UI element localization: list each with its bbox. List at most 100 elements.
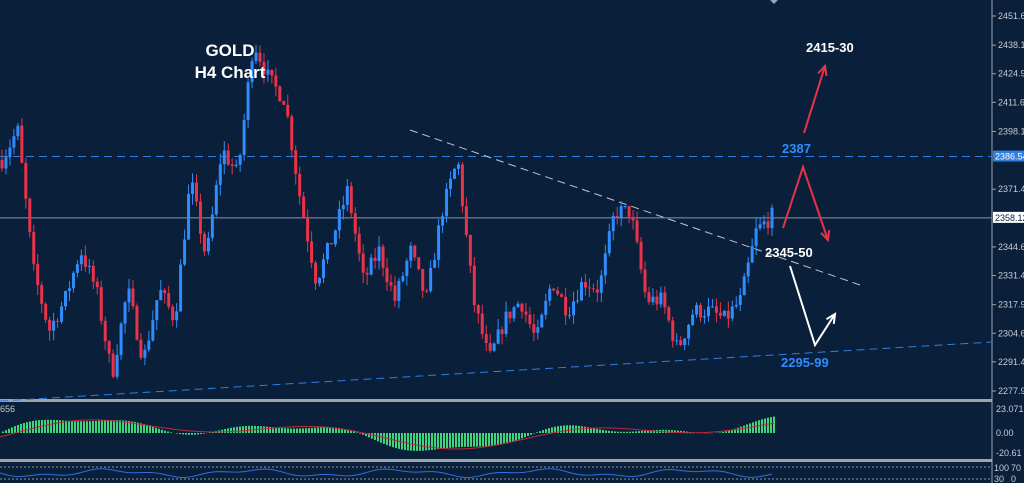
candle-body xyxy=(95,281,99,288)
candle-body xyxy=(341,204,345,210)
candle-body xyxy=(183,239,187,265)
candle-body xyxy=(679,340,683,346)
candle-body xyxy=(452,168,456,179)
candle-body xyxy=(345,186,349,205)
candle xyxy=(393,276,397,307)
candle xyxy=(198,193,202,244)
symbol-label: GOLD xyxy=(205,41,255,60)
candle xyxy=(226,143,230,166)
candle-body xyxy=(298,173,302,197)
candle-body xyxy=(437,225,441,260)
candle-body xyxy=(4,157,8,169)
candle-body xyxy=(64,291,68,307)
candle xyxy=(452,167,456,180)
candle xyxy=(222,141,226,175)
candle xyxy=(0,149,4,172)
candle-body xyxy=(560,294,564,297)
candle-body xyxy=(627,205,631,217)
candle xyxy=(742,273,746,296)
candle xyxy=(397,277,401,309)
candle xyxy=(325,242,329,264)
candle-body xyxy=(353,213,357,234)
pane-separator xyxy=(0,399,992,402)
candle-body xyxy=(143,349,147,358)
candle xyxy=(591,283,595,293)
candle xyxy=(87,259,91,274)
candle-body xyxy=(762,221,766,225)
candle xyxy=(460,161,464,213)
candle xyxy=(699,302,703,323)
candle xyxy=(651,288,655,306)
candle-body xyxy=(349,186,353,214)
candle-body xyxy=(40,285,44,304)
candle xyxy=(627,205,631,224)
scroll-marker-icon xyxy=(770,0,778,4)
candle xyxy=(556,286,560,297)
candle-body xyxy=(214,184,218,215)
candle-body xyxy=(131,288,135,307)
candle-body xyxy=(405,260,409,276)
candle-body xyxy=(60,306,64,322)
candle-body xyxy=(496,329,500,344)
y-tick-label: 2317.90 xyxy=(998,300,1024,310)
candle-body xyxy=(591,288,595,290)
candle-body xyxy=(730,306,734,319)
candle xyxy=(683,337,687,351)
candle xyxy=(286,94,290,119)
candle xyxy=(746,257,750,283)
candle-body xyxy=(695,305,699,315)
candle-body xyxy=(222,150,226,165)
candle xyxy=(464,197,468,238)
candle-body xyxy=(579,281,583,301)
candle xyxy=(488,333,492,353)
candle xyxy=(536,319,540,340)
candle xyxy=(321,253,325,284)
candle-body xyxy=(691,314,695,325)
candle xyxy=(242,114,246,161)
candle-body xyxy=(643,269,647,293)
candle-body xyxy=(48,319,52,331)
pane-separator xyxy=(0,459,992,462)
candle xyxy=(202,231,206,256)
candle xyxy=(437,219,441,268)
candle-body xyxy=(742,276,746,296)
candle-body xyxy=(254,52,258,62)
candle-body xyxy=(32,232,36,264)
candle xyxy=(603,244,607,284)
candle xyxy=(548,284,552,307)
support-label-2345-50: 2345-50 xyxy=(765,245,813,260)
candle xyxy=(647,286,651,305)
candle xyxy=(52,312,56,341)
candle xyxy=(623,205,627,209)
candle xyxy=(758,218,762,231)
candle xyxy=(687,323,691,346)
candle-body xyxy=(56,320,60,322)
candle xyxy=(679,335,683,347)
candle xyxy=(171,304,175,327)
candle xyxy=(770,204,774,237)
y-tick-label: 2424.90 xyxy=(998,69,1024,79)
candle xyxy=(441,212,445,234)
candle-body xyxy=(75,264,79,273)
candle xyxy=(79,249,83,271)
candle-body xyxy=(552,288,556,291)
candle-body xyxy=(377,246,381,261)
candle xyxy=(218,153,222,196)
candle xyxy=(663,286,667,315)
candle-body xyxy=(409,245,413,261)
candle-body xyxy=(484,334,488,344)
descending-trendline xyxy=(409,129,861,286)
arrow-head-icon xyxy=(820,229,831,243)
candle-body xyxy=(234,164,238,166)
candle-body xyxy=(524,311,528,315)
candle-body xyxy=(734,304,738,307)
candle-body xyxy=(532,324,536,333)
candle-body xyxy=(206,237,210,252)
candle xyxy=(314,260,318,291)
candle xyxy=(722,310,726,317)
candle xyxy=(167,285,171,310)
candle xyxy=(274,67,278,97)
candle-body xyxy=(683,338,687,346)
y-tick-label: 2411.65 xyxy=(998,97,1024,107)
candle xyxy=(12,128,16,155)
